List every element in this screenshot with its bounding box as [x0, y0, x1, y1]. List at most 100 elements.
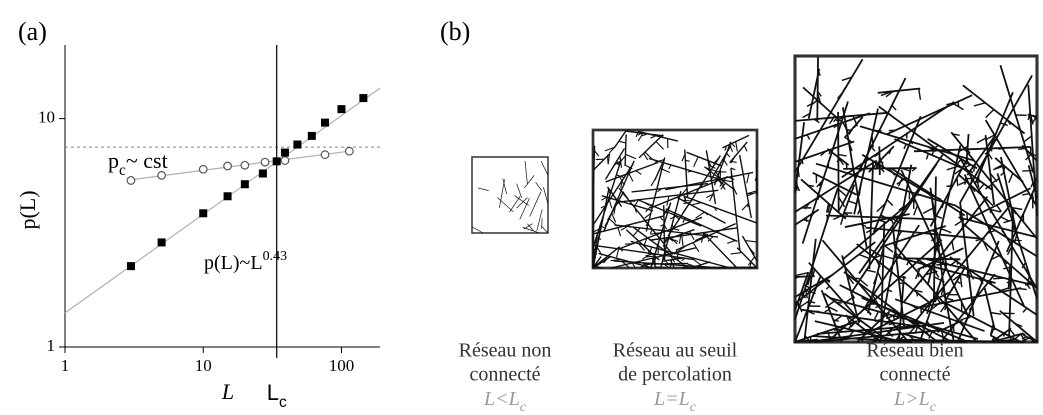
fracture	[927, 145, 962, 284]
fracture	[684, 149, 689, 198]
fracture	[723, 159, 728, 166]
fracture	[1000, 156, 1018, 233]
fracture	[806, 134, 811, 140]
fracture	[608, 218, 618, 227]
fracture	[620, 223, 632, 231]
fracture	[903, 143, 907, 150]
fracture	[958, 180, 968, 186]
y-tick-label: 10	[38, 108, 55, 127]
fracture	[502, 178, 507, 195]
fracture	[884, 245, 894, 253]
fracture	[934, 217, 937, 228]
fracture	[888, 149, 892, 155]
fracture	[497, 197, 514, 213]
fracture	[608, 146, 616, 154]
fracture	[800, 291, 807, 299]
fracture	[683, 195, 758, 224]
fracture	[841, 101, 955, 178]
fracture	[956, 177, 959, 187]
fracture	[963, 174, 1026, 308]
fracture	[535, 182, 543, 192]
fracture	[592, 153, 611, 171]
fracture	[896, 177, 907, 185]
fracture	[598, 252, 653, 269]
fracture	[933, 256, 941, 266]
fracture	[843, 271, 938, 342]
fracture	[815, 162, 955, 207]
fracture	[952, 248, 963, 255]
x-axis-label: L	[221, 379, 234, 404]
fracture	[1019, 333, 1027, 343]
fracture	[794, 271, 810, 311]
fracture	[998, 287, 1009, 292]
fracture	[843, 167, 917, 170]
annotation-part: L<L	[483, 388, 520, 410]
fracture	[912, 199, 917, 204]
annotation: Lc	[267, 380, 287, 411]
fracture	[842, 84, 848, 92]
fracture	[969, 178, 973, 186]
fracture	[985, 108, 995, 119]
fracture	[811, 99, 818, 105]
fracture	[922, 207, 934, 214]
fracture	[1011, 207, 1023, 211]
fracture	[803, 283, 811, 289]
fracture	[693, 156, 699, 168]
fracture	[1000, 228, 1004, 233]
fracture	[663, 259, 668, 263]
fracture	[1030, 182, 1034, 188]
fracture	[613, 130, 627, 149]
fracture	[610, 258, 622, 262]
fracture	[616, 247, 620, 258]
fracture	[873, 335, 882, 343]
caption: connecté	[879, 364, 950, 386]
fracture	[646, 266, 651, 269]
data-point	[198, 164, 208, 174]
fracture	[873, 251, 878, 256]
fracture	[825, 285, 831, 290]
fracture	[892, 315, 896, 321]
fracture	[607, 153, 611, 165]
fracture	[707, 236, 714, 242]
fracture	[968, 305, 974, 311]
fracture	[810, 310, 820, 313]
fracture	[833, 117, 838, 123]
fracture	[611, 213, 617, 223]
fracture	[926, 328, 933, 332]
fracture	[644, 201, 650, 206]
fracture	[754, 175, 758, 182]
fracture	[681, 188, 688, 195]
fracture	[794, 187, 839, 320]
caption: de percolation	[618, 364, 732, 386]
fracture	[712, 157, 720, 165]
fracture	[850, 292, 856, 299]
fracture	[663, 263, 670, 269]
fracture	[982, 241, 989, 252]
fracture	[853, 108, 879, 215]
fracture	[523, 223, 533, 230]
fracture	[894, 340, 902, 343]
fracture	[891, 168, 966, 217]
fracture	[794, 111, 888, 122]
fracture	[650, 177, 657, 187]
fracture	[931, 150, 935, 156]
fracture	[592, 248, 598, 255]
fracture	[858, 153, 944, 274]
fracture	[919, 287, 1022, 309]
fracture	[732, 185, 738, 195]
fracture	[874, 152, 880, 158]
fracture	[816, 178, 825, 188]
fracture	[940, 228, 952, 234]
fracture	[817, 71, 821, 77]
fracture	[730, 167, 741, 251]
fracture	[612, 193, 618, 201]
fracture	[989, 323, 995, 336]
fracture	[846, 315, 852, 327]
fracture	[730, 160, 737, 163]
fracture	[604, 216, 611, 227]
fracture	[529, 191, 542, 217]
fracture	[952, 273, 962, 281]
fracture	[592, 227, 601, 233]
data-point	[272, 157, 281, 166]
fracture	[965, 164, 972, 168]
